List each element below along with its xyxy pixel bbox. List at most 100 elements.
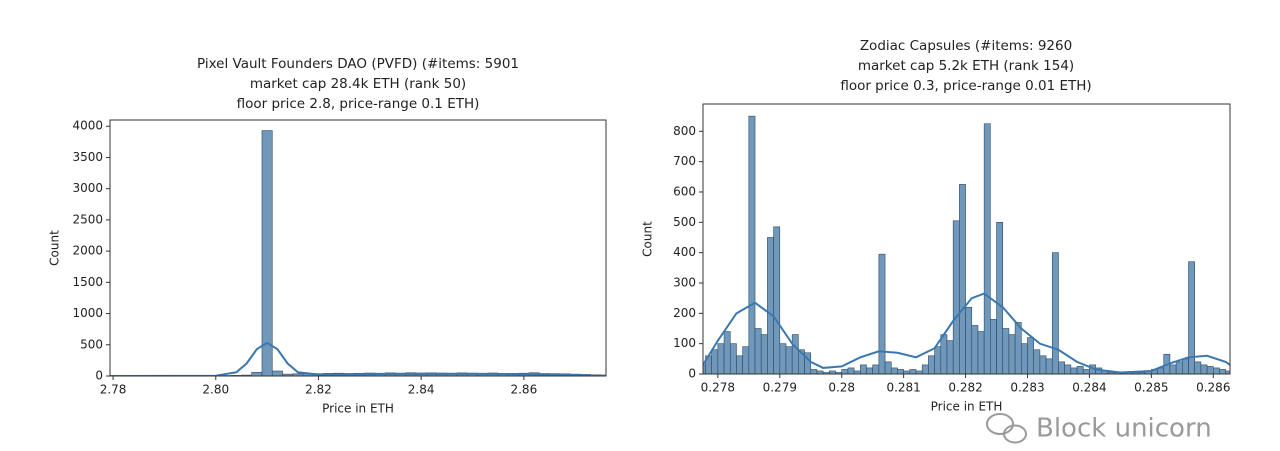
bar	[711, 349, 719, 374]
y-tick-label: 4000	[72, 119, 103, 133]
bar	[1014, 322, 1022, 374]
bar	[971, 325, 979, 374]
chart-title: Zodiac Capsules (#items: 9260	[860, 38, 1072, 54]
kde-line	[110, 341, 606, 376]
x-tick-label: 2.80	[202, 383, 229, 397]
bar	[1039, 355, 1047, 374]
bar	[859, 364, 867, 374]
bar	[1200, 364, 1208, 374]
x-tick-label: 2.82	[305, 383, 332, 397]
bar	[996, 222, 1004, 374]
bar	[723, 331, 731, 374]
bar	[1206, 366, 1214, 374]
bar	[767, 237, 774, 374]
y-tick-label: 500	[673, 215, 696, 229]
chart-title: market cap 5.2k ETH (rank 154)	[858, 58, 1074, 74]
y-tick-label: 100	[673, 336, 696, 350]
bar	[872, 364, 880, 374]
bar	[1064, 364, 1072, 374]
bar	[977, 331, 985, 374]
chart-title: market cap 28.4k ETH (rank 50)	[250, 76, 466, 92]
bar	[261, 130, 273, 376]
bar	[884, 361, 892, 374]
x-axis-label: Price in ETH	[322, 402, 394, 416]
bar	[1175, 361, 1183, 374]
bar	[1070, 367, 1078, 374]
bar	[717, 343, 725, 374]
bar	[983, 123, 991, 374]
y-tick-label: 3500	[72, 150, 103, 164]
y-tick-label: 1500	[72, 275, 103, 289]
bar	[779, 343, 787, 374]
y-axis-label: Count	[641, 221, 655, 257]
x-tick-label: 2.78	[100, 383, 127, 397]
bar	[866, 367, 873, 374]
bar	[703, 364, 706, 374]
x-tick-label: 2.86	[510, 383, 537, 397]
y-axis-label: Count	[48, 230, 62, 266]
bar	[1182, 358, 1189, 374]
bar	[810, 369, 818, 374]
bar	[959, 184, 966, 374]
x-tick-label: 0.28	[828, 381, 855, 395]
y-tick-label: 700	[673, 154, 696, 168]
y-tick-label: 600	[673, 184, 696, 198]
bar	[729, 343, 737, 374]
x-tick-label: 2.84	[408, 383, 435, 397]
bar	[952, 220, 960, 374]
bar	[1212, 367, 1220, 374]
bar	[897, 369, 904, 374]
bar	[251, 371, 263, 376]
x-tick-label: 0.281	[886, 381, 920, 395]
bar	[1027, 337, 1034, 374]
bar	[909, 369, 917, 374]
bar	[934, 346, 942, 374]
bar	[1219, 369, 1226, 374]
y-tick-label: 0	[95, 369, 103, 383]
chart-title: Pixel Vault Founders DAO (PVFD) (#items:…	[197, 56, 519, 72]
bar	[760, 334, 768, 374]
bar	[921, 364, 929, 374]
bar	[1008, 334, 1016, 374]
plot-frame	[702, 103, 1231, 375]
y-tick-label: 0	[688, 367, 696, 381]
x-tick-label: 0.283	[1010, 381, 1044, 395]
y-tick-label: 2000	[72, 244, 103, 258]
y-tick-label: 2500	[72, 212, 103, 226]
bar	[990, 319, 997, 374]
bar	[940, 334, 948, 374]
bar	[1045, 358, 1053, 374]
bar	[1051, 252, 1059, 374]
bar	[1076, 366, 1084, 374]
bar	[890, 367, 898, 374]
x-tick-label: 0.278	[701, 381, 735, 395]
bars	[110, 130, 606, 376]
y-tick-label: 1000	[72, 306, 103, 320]
y-tick-label: 800	[673, 124, 696, 138]
bar	[841, 369, 849, 374]
plot-frame	[109, 119, 607, 377]
bar	[1058, 361, 1065, 374]
bar	[928, 355, 935, 374]
x-tick-label: 0.285	[1134, 381, 1168, 395]
bar	[754, 328, 762, 374]
bar	[1082, 369, 1090, 374]
chart-title: floor price 2.8, price-range 0.1 ETH)	[237, 96, 480, 112]
bar	[1033, 349, 1041, 374]
bar	[878, 253, 886, 374]
bar	[773, 226, 781, 374]
x-tick-label: 0.282	[948, 381, 982, 395]
bar	[946, 340, 954, 374]
y-tick-label: 500	[80, 337, 103, 351]
y-tick-label: 3000	[72, 181, 103, 195]
watermark: Block unicorn	[1036, 414, 1212, 444]
x-tick-label: 0.284	[1072, 381, 1106, 395]
y-tick-label: 400	[673, 245, 696, 259]
bar	[1021, 343, 1028, 374]
watermark-icon	[986, 413, 1027, 444]
bar	[965, 306, 973, 374]
x-tick-label: 0.286	[1196, 381, 1230, 395]
bar	[1002, 328, 1010, 374]
bar	[847, 367, 855, 374]
